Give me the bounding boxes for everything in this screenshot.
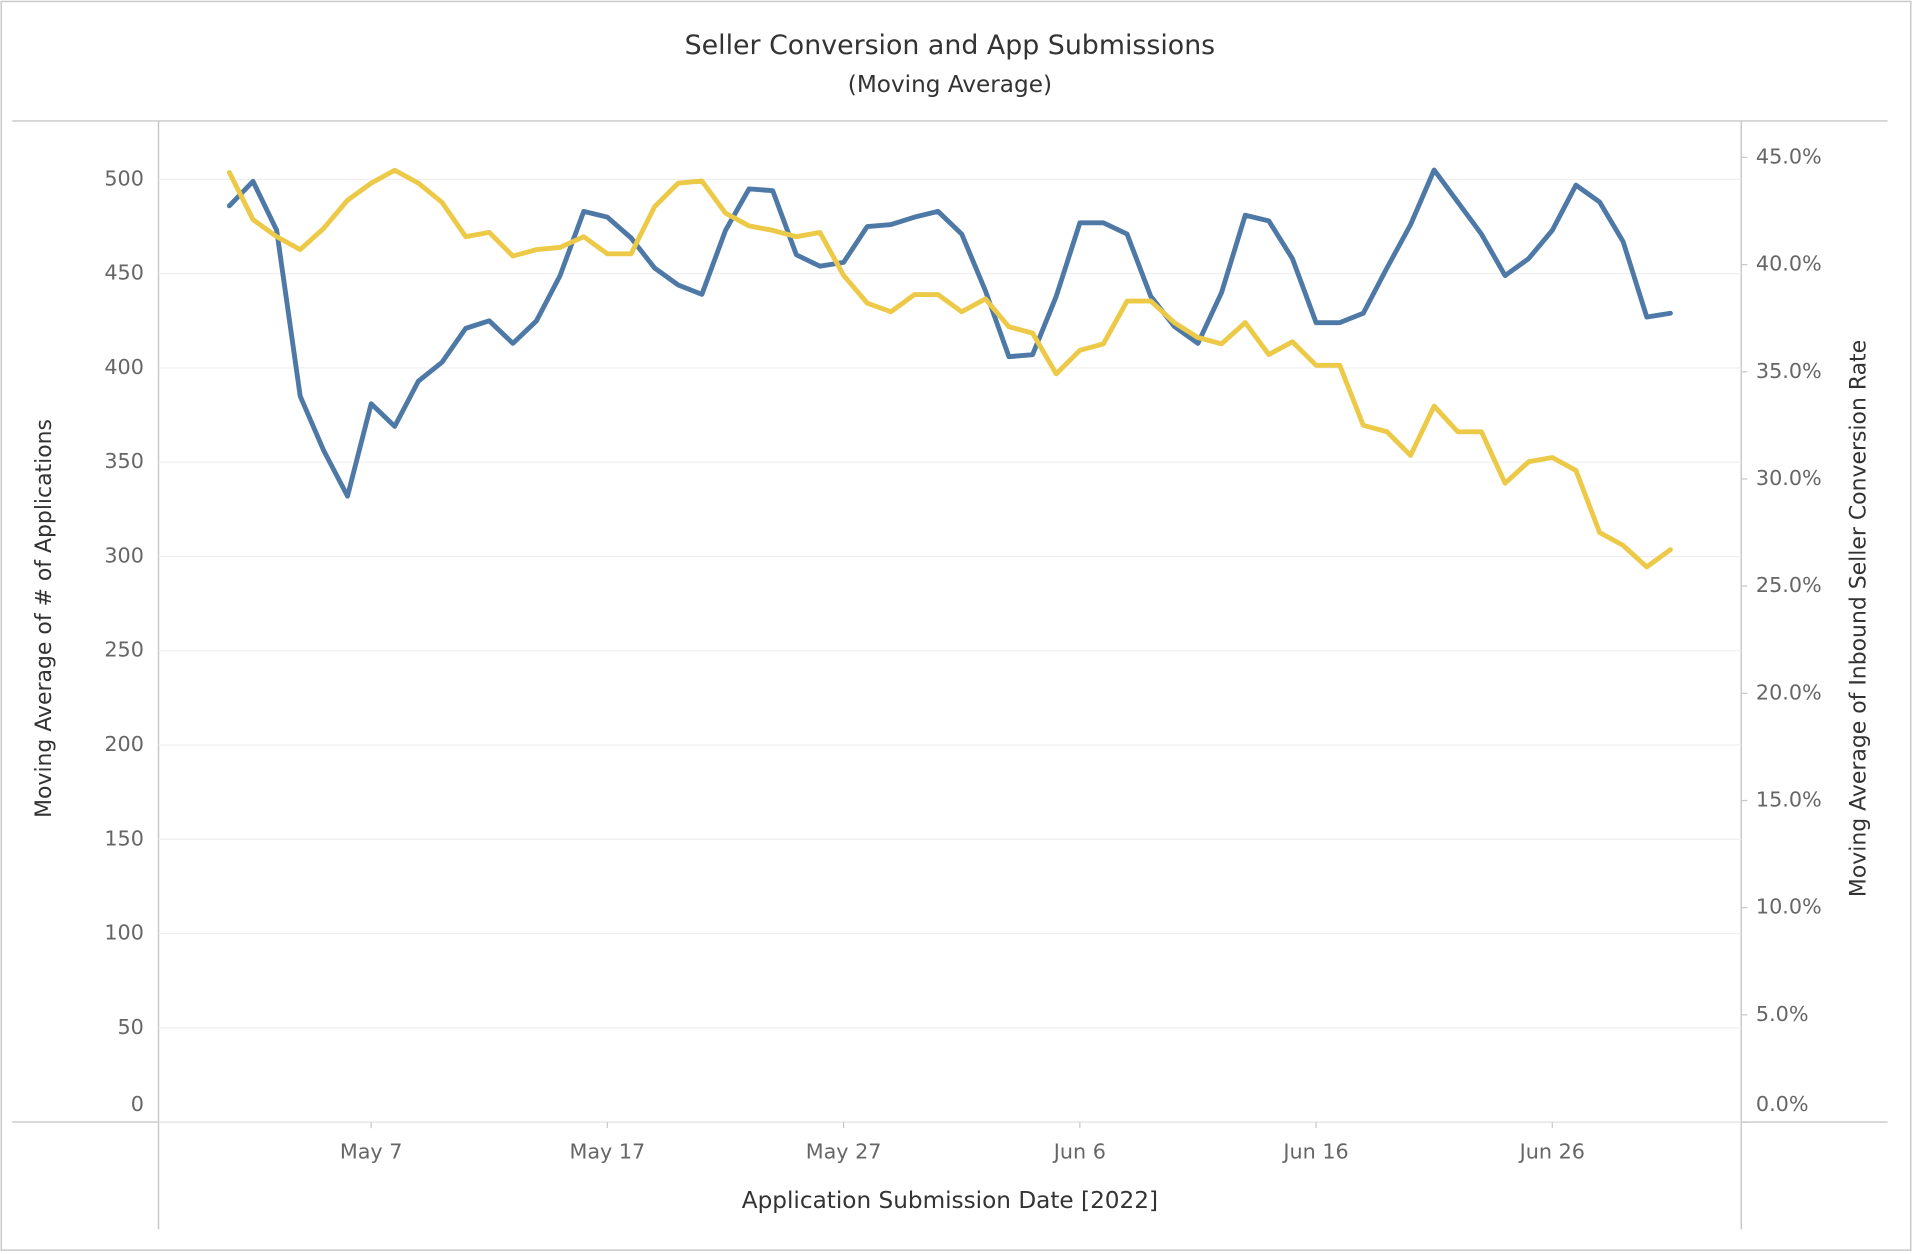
x-tick-label: Jun 6 bbox=[1052, 1140, 1106, 1164]
y-tick-label: 50 bbox=[118, 1015, 144, 1039]
y-axis-title: Moving Average of # of Applications bbox=[32, 419, 57, 818]
y-tick-label: 150 bbox=[104, 826, 144, 850]
series-line bbox=[226, 167, 1673, 499]
chart-title: Seller Conversion and App Submissions bbox=[685, 30, 1216, 61]
y-tick-label: 200 bbox=[104, 732, 144, 756]
y-tick-label: 450 bbox=[104, 261, 144, 285]
y-tick-label: 250 bbox=[104, 638, 144, 662]
y-tick-label: 0 bbox=[131, 1092, 144, 1116]
y2-tick-label: 5.0% bbox=[1756, 1002, 1809, 1026]
y2-tick-label: 0.0% bbox=[1756, 1092, 1809, 1116]
x-axis-title: Application Submission Date [2022] bbox=[742, 1188, 1158, 1214]
y2-tick-label: 25.0% bbox=[1756, 573, 1822, 597]
series-line bbox=[226, 167, 1673, 570]
x-tick-label: May 27 bbox=[806, 1140, 882, 1164]
y-tick-label: 400 bbox=[104, 355, 144, 379]
y-tick-label: 300 bbox=[104, 543, 144, 567]
x-tick-label: Jun 16 bbox=[1281, 1140, 1348, 1164]
x-tick-label: May 7 bbox=[340, 1140, 403, 1164]
x-tick-label: May 17 bbox=[569, 1140, 645, 1164]
y2-tick-label: 35.0% bbox=[1756, 359, 1822, 383]
y2-axis-title: Moving Average of Inbound Seller Convers… bbox=[1847, 340, 1872, 897]
chart-subtitle: (Moving Average) bbox=[848, 72, 1052, 98]
y2-tick-label: 45.0% bbox=[1756, 144, 1822, 168]
y-tick-label: 100 bbox=[104, 921, 144, 945]
y2-tick-label: 15.0% bbox=[1756, 788, 1822, 812]
y-tick-label: 350 bbox=[104, 449, 144, 473]
y2-tick-label: 10.0% bbox=[1756, 895, 1822, 919]
x-tick-label: Jun 26 bbox=[1518, 1140, 1585, 1164]
y2-tick-label: 40.0% bbox=[1756, 252, 1822, 276]
y2-tick-label: 30.0% bbox=[1756, 466, 1822, 490]
y2-tick-label: 20.0% bbox=[1756, 680, 1822, 704]
y-tick-label: 500 bbox=[104, 166, 144, 190]
